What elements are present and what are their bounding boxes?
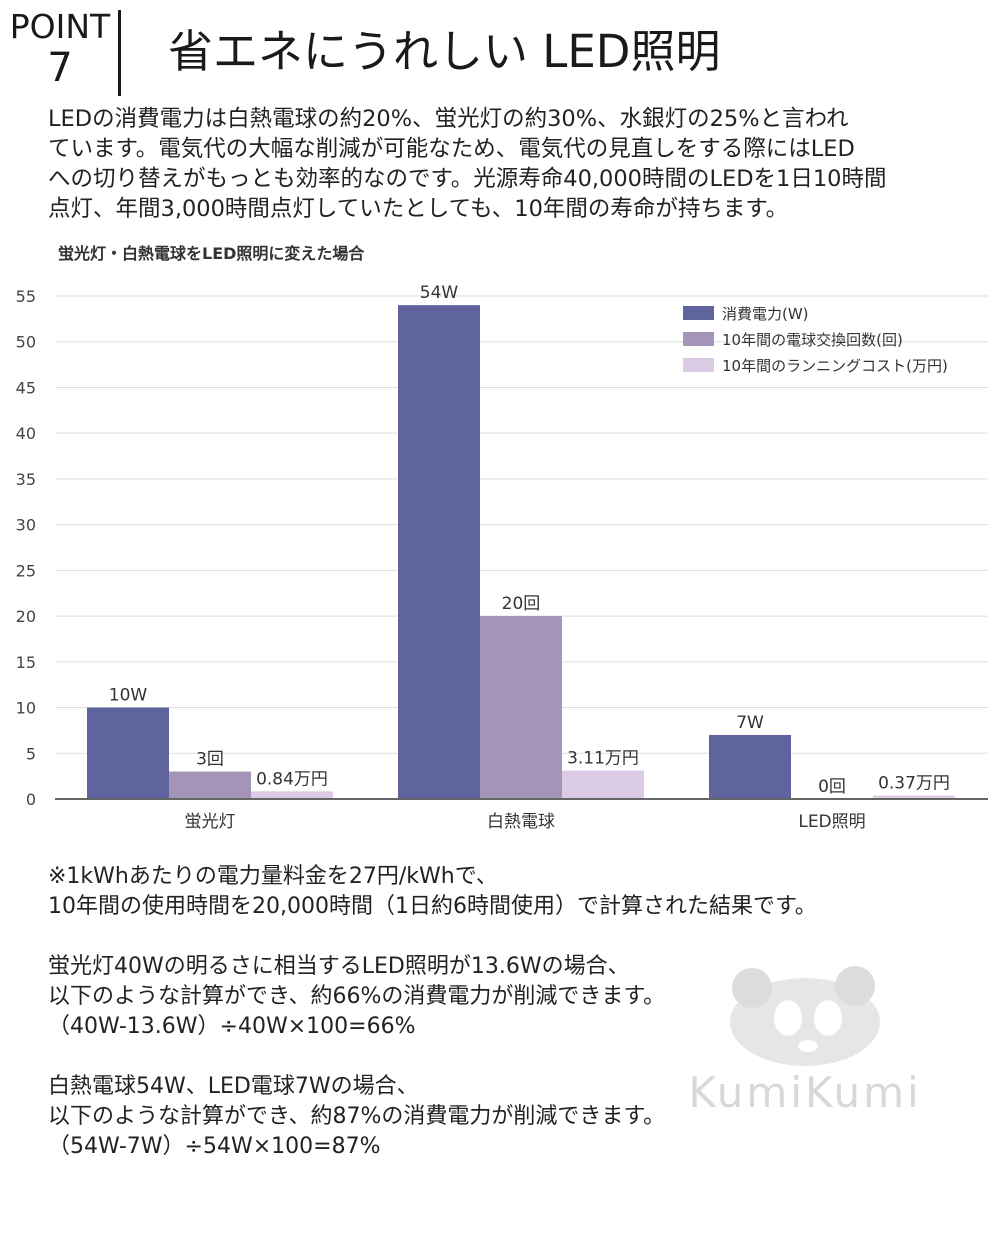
bar: [873, 795, 955, 799]
point-label: POINT 7: [8, 7, 112, 91]
y-tick-label: 20: [16, 607, 36, 626]
intro-line: LEDの消費電力は白熱電球の約20%、蛍光灯の約30%、水銀灯の25%と言われ: [48, 106, 849, 132]
note-line: 以下のような計算ができ、約87%の消費電力が削減できます。: [48, 1104, 666, 1129]
y-tick-label: 50: [16, 333, 36, 352]
y-tick-label: 30: [16, 516, 36, 535]
bar-value-label: 7W: [736, 713, 764, 733]
chart-bars: [87, 305, 955, 799]
bar: [87, 707, 169, 799]
legend-label: 10年間の電球交換回数(回): [722, 331, 903, 349]
point-label-text: POINT: [9, 7, 111, 46]
note-line: 白熱電球54W、LED電球7Wの場合、: [48, 1074, 419, 1099]
page-title: 省エネにうれしい LED照明: [168, 25, 721, 78]
intro-paragraph: LEDの消費電力は白熱電球の約20%、蛍光灯の約30%、水銀灯の25%と言われ …: [48, 104, 978, 224]
watermark: KumiKumi: [680, 960, 930, 1130]
legend-label: 10年間のランニングコスト(万円): [722, 357, 948, 375]
point-number: 7: [47, 45, 73, 91]
chart-gridlines: [55, 295, 988, 754]
legend-swatch: [683, 358, 714, 372]
note-line: （40W-13.6W）÷40W×100=66%: [48, 1014, 416, 1039]
bar-chart: 10W 3回 0.84万円 54W 20回 3.11万円 7W 0回 0.37万円 0 5 10 15…: [16, 283, 988, 832]
note-line: 以下のような計算ができ、約66%の消費電力が削減できます。: [48, 984, 666, 1009]
note-spacer: [48, 922, 978, 952]
legend-label: 消費電力(W): [722, 305, 809, 323]
y-tick-label: 10: [16, 699, 36, 718]
chart-title: 蛍光灯・白熱電球をLED照明に変えた場合: [58, 244, 365, 263]
bar: [251, 791, 333, 799]
bar-value-label: 3.11万円: [567, 749, 639, 769]
y-tick-label: 25: [16, 561, 36, 580]
title-divider: [118, 10, 121, 96]
note-line: 10年間の使用時間を20,000時間（1日約6時間使用）で計算された結果です。: [48, 894, 817, 919]
watermark-text: KumiKumi: [688, 1068, 922, 1117]
note-line: （54W-7W）÷54W×100=87%: [48, 1134, 381, 1159]
y-tick-label: 35: [16, 470, 36, 489]
y-tick-label: 40: [16, 424, 36, 443]
y-tick-label: 45: [16, 378, 36, 397]
legend-swatch: [683, 332, 714, 346]
bar-value-label: 20回: [502, 594, 541, 614]
chart-axes: 0 5 10 15 20 25 30 35 40 45 50 55 蛍光灯 白熱電球 LED照明: [16, 287, 988, 832]
bar: [562, 770, 644, 799]
x-tick-label: LED照明: [798, 812, 865, 832]
intro-line: 点灯、年間3,000時間点灯していたとしても、10年間の寿命が持ちます。: [48, 196, 789, 222]
bar: [398, 305, 480, 799]
x-tick-label: 蛍光灯: [185, 812, 236, 832]
legend-swatch: [683, 306, 714, 320]
x-tick-label: 白熱電球: [487, 812, 555, 832]
bar: [709, 734, 791, 799]
bar-value-label: 0.84万円: [256, 769, 328, 789]
y-tick-label: 55: [16, 287, 36, 306]
y-tick-label: 5: [26, 744, 36, 763]
panda-icon: [730, 966, 880, 1066]
bar: [169, 771, 251, 799]
notes: ※1kWhあたりの電力量料金を27円/kWhで、 10年間の使用時間を20,00…: [48, 862, 978, 1162]
note-line: ※1kWhあたりの電力量料金を27円/kWhで、: [48, 864, 498, 889]
intro-line: への切り替えがもっとも効率的なのです。光源寿命40,000時間のLEDを1日10…: [48, 166, 887, 192]
bar-value-label: 0回: [818, 777, 846, 797]
y-tick-label: 0: [26, 790, 36, 809]
bar-value-label: 54W: [420, 283, 459, 303]
intro-line: ています。電気代の大幅な削減が可能なため、電気代の見直しをする際にはLED: [48, 136, 855, 162]
bar: [480, 616, 562, 799]
chart-legend: 消費電力(W) 10年間の電球交換回数(回) 10年間のランニングコスト(万円): [683, 305, 948, 375]
bar-value-label: 0.37万円: [878, 774, 950, 794]
y-tick-label: 15: [16, 653, 36, 672]
bar-value-label: 3回: [196, 750, 224, 770]
chart-data-labels: 10W 3回 0.84万円 54W 20回 3.11万円 7W 0回 0.37万円: [109, 283, 950, 797]
note-line: 蛍光灯40Wの明るさに相当するLED照明が13.6Wの場合、: [48, 954, 630, 979]
bar-value-label: 10W: [109, 686, 148, 706]
